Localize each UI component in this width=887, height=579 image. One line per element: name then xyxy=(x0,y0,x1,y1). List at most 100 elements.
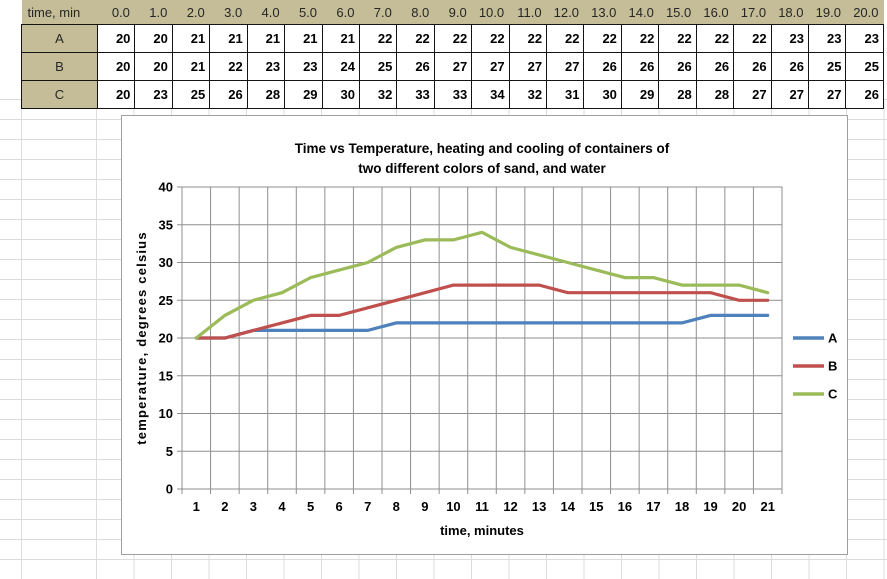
row-label-cell[interactable]: B xyxy=(21,52,98,81)
value-cell[interactable]: 21 xyxy=(321,24,360,53)
time-value-cell[interactable]: 12.0 xyxy=(546,0,584,25)
row-label-cell[interactable]: C xyxy=(21,80,98,109)
value-cell[interactable]: 27 xyxy=(546,52,585,81)
time-value-cell[interactable]: 4.0 xyxy=(247,0,285,25)
value-cell[interactable]: 21 xyxy=(171,52,211,81)
value-cell[interactable]: 26 xyxy=(770,52,810,81)
time-value-cell[interactable]: 9.0 xyxy=(434,0,472,25)
time-value-cell[interactable]: 17.0 xyxy=(733,0,772,25)
time-value-cell[interactable]: 10.0 xyxy=(471,0,510,25)
value-cell[interactable]: 29 xyxy=(620,80,660,109)
value-cell[interactable]: 23 xyxy=(770,24,810,53)
value-cell[interactable]: 21 xyxy=(246,24,286,53)
value-cell[interactable]: 26 xyxy=(733,52,772,81)
series-line-C[interactable] xyxy=(194,230,770,340)
chart-area[interactable]: 0 5 10 15 20 25 30 35 40 1 2 3 4 5 6 7 8 9 10 11 12 13 14 15 16 1… xyxy=(121,115,848,555)
time-value-cell[interactable]: 1.0 xyxy=(134,0,173,25)
row-label-cell[interactable]: A xyxy=(21,24,98,53)
value-cell[interactable]: 26 xyxy=(845,80,884,109)
value-cell[interactable]: 22 xyxy=(546,24,585,53)
value-cell[interactable]: 26 xyxy=(209,80,248,109)
value-cell[interactable]: 22 xyxy=(695,24,735,53)
y-axis-title[interactable]: temperature, degrees celsius xyxy=(134,231,149,445)
value-cell[interactable]: 20 xyxy=(134,52,173,81)
time-header-cell[interactable]: time, min xyxy=(21,0,98,25)
value-cell[interactable]: 26 xyxy=(583,52,622,81)
y-axis-tick-label: 30 xyxy=(159,255,173,270)
value-cell[interactable]: 30 xyxy=(321,80,360,109)
time-value-cell[interactable]: 8.0 xyxy=(396,0,435,25)
time-value-cell[interactable]: 13.0 xyxy=(583,0,622,25)
series-line-B[interactable] xyxy=(194,283,770,340)
chart-title[interactable]: two different colors of sand, and water xyxy=(358,161,606,176)
value-cell[interactable]: 27 xyxy=(770,80,810,109)
value-cell[interactable]: 32 xyxy=(508,80,548,109)
legend-item-B[interactable]: B xyxy=(793,359,837,374)
value-cell[interactable]: 28 xyxy=(658,80,697,109)
value-cell[interactable]: 22 xyxy=(358,24,398,53)
value-cell[interactable]: 22 xyxy=(733,24,772,53)
x-axis-title[interactable]: time, minutes xyxy=(440,523,524,538)
value-cell[interactable]: 25 xyxy=(171,80,211,109)
value-cell[interactable]: 22 xyxy=(508,24,548,53)
value-cell[interactable]: 22 xyxy=(620,24,660,53)
value-cell[interactable]: 22 xyxy=(658,24,697,53)
time-value-cell[interactable]: 20.0 xyxy=(845,0,884,25)
value-cell[interactable]: 34 xyxy=(471,80,510,109)
value-cell[interactable]: 30 xyxy=(583,80,622,109)
value-cell[interactable]: 23 xyxy=(246,52,286,81)
time-value-cell[interactable]: 5.0 xyxy=(284,0,323,25)
time-value-cell[interactable]: 0.0 xyxy=(97,0,135,25)
time-value-cell[interactable]: 15.0 xyxy=(658,0,697,25)
value-cell[interactable]: 25 xyxy=(358,52,398,81)
time-value-cell[interactable]: 14.0 xyxy=(621,0,659,25)
value-cell[interactable]: 20 xyxy=(134,24,173,53)
time-value-cell[interactable]: 18.0 xyxy=(771,0,809,25)
value-cell[interactable]: 27 xyxy=(433,52,473,81)
value-cell[interactable]: 32 xyxy=(358,80,398,109)
value-cell[interactable]: 22 xyxy=(209,52,248,81)
value-cell[interactable]: 26 xyxy=(620,52,660,81)
value-cell[interactable]: 33 xyxy=(396,80,435,109)
value-cell[interactable]: 22 xyxy=(583,24,622,53)
value-cell[interactable]: 23 xyxy=(845,24,884,53)
value-cell[interactable]: 27 xyxy=(808,80,847,109)
time-value-cell[interactable]: 7.0 xyxy=(359,0,397,25)
value-cell[interactable]: 28 xyxy=(695,80,735,109)
legend-item-A[interactable]: A xyxy=(793,331,838,346)
legend-item-C[interactable]: C xyxy=(793,387,838,402)
value-cell[interactable]: 21 xyxy=(171,24,211,53)
value-cell[interactable]: 21 xyxy=(209,24,248,53)
time-value-cell[interactable]: 3.0 xyxy=(209,0,248,25)
value-cell[interactable]: 27 xyxy=(471,52,510,81)
value-cell[interactable]: 27 xyxy=(508,52,548,81)
value-cell[interactable]: 26 xyxy=(658,52,697,81)
value-cell[interactable]: 29 xyxy=(284,80,323,109)
value-cell[interactable]: 22 xyxy=(433,24,473,53)
time-value-cell[interactable]: 6.0 xyxy=(322,0,360,25)
value-cell[interactable]: 33 xyxy=(433,80,473,109)
value-cell[interactable]: 28 xyxy=(246,80,286,109)
value-cell[interactable]: 23 xyxy=(284,52,323,81)
value-cell[interactable]: 22 xyxy=(471,24,510,53)
value-cell[interactable]: 22 xyxy=(396,24,435,53)
series-line-A[interactable] xyxy=(194,313,770,340)
value-cell[interactable]: 25 xyxy=(845,52,884,81)
value-cell[interactable]: 27 xyxy=(733,80,772,109)
value-cell[interactable]: 26 xyxy=(695,52,735,81)
value-cell[interactable]: 20 xyxy=(96,24,136,53)
value-cell[interactable]: 21 xyxy=(284,24,323,53)
time-value-cell[interactable]: 2.0 xyxy=(172,0,210,25)
value-cell[interactable]: 31 xyxy=(546,80,585,109)
chart-title[interactable]: Time vs Temperature, heating and cooling… xyxy=(295,141,670,156)
value-cell[interactable]: 20 xyxy=(96,80,136,109)
value-cell[interactable]: 24 xyxy=(321,52,360,81)
value-cell[interactable]: 26 xyxy=(396,52,435,81)
time-value-cell[interactable]: 16.0 xyxy=(696,0,734,25)
value-cell[interactable]: 23 xyxy=(808,24,847,53)
value-cell[interactable]: 23 xyxy=(134,80,173,109)
value-cell[interactable]: 20 xyxy=(96,52,136,81)
time-value-cell[interactable]: 11.0 xyxy=(509,0,547,25)
value-cell[interactable]: 25 xyxy=(808,52,847,81)
time-value-cell[interactable]: 19.0 xyxy=(808,0,846,25)
